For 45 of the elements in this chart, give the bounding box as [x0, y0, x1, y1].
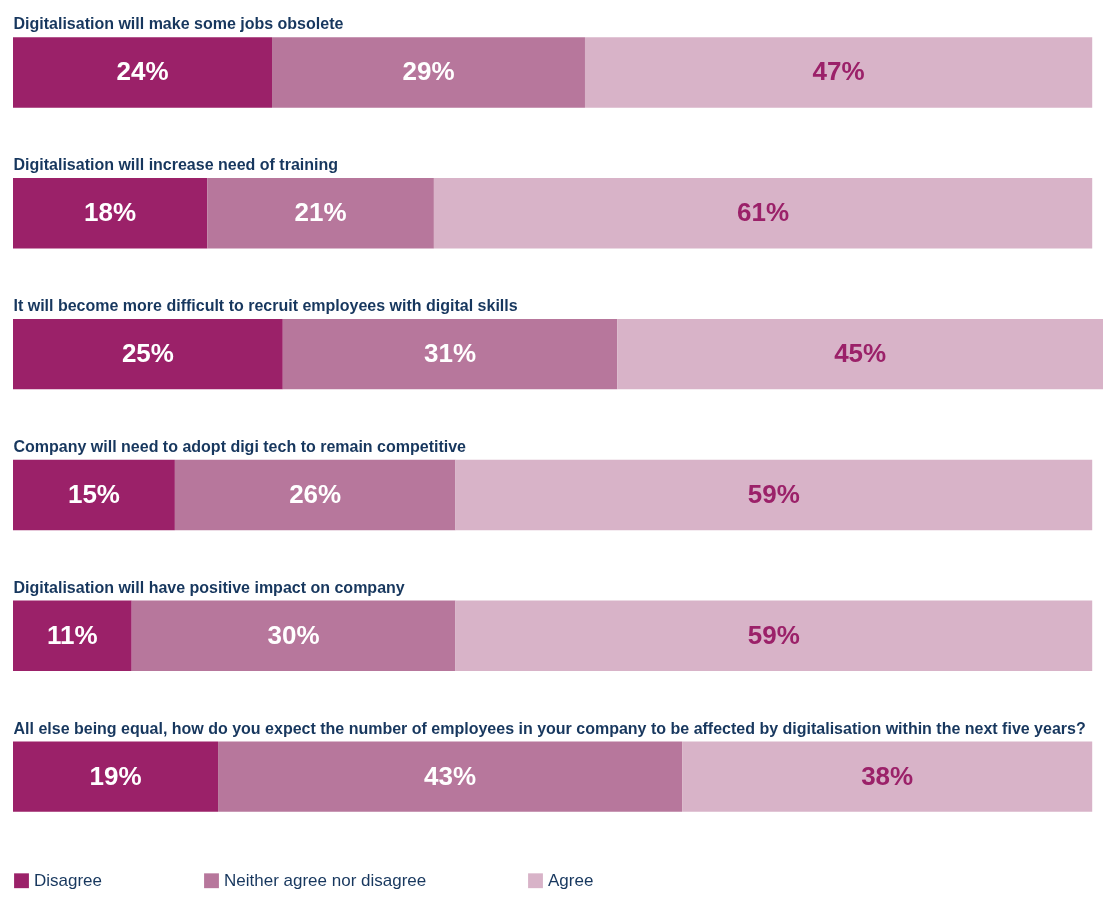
bar — [13, 178, 208, 249]
data-label: 15% — [67, 478, 120, 509]
data-label: 26% — [289, 478, 342, 509]
bar — [282, 318, 618, 390]
data-label: 59% — [747, 619, 800, 650]
data-label: 30% — [267, 619, 320, 650]
data-label: 25% — [121, 338, 174, 369]
legend-label: Disagree — [34, 870, 103, 890]
data-label: 43% — [424, 760, 477, 791]
bar — [433, 178, 1093, 249]
y-tick-label: It will become more difficult to recruit employees with digital skills — [13, 297, 518, 315]
data-label: 11% — [47, 619, 98, 650]
data-label: 18% — [84, 197, 137, 228]
bar — [13, 318, 283, 390]
bar — [218, 741, 683, 812]
legend-label: Agree — [548, 870, 594, 890]
bar — [131, 600, 456, 671]
y-tick-label: Digitalisation will increase need of training — [13, 156, 339, 174]
legend-label: Neither agree nor disagree — [224, 870, 427, 890]
bar — [682, 741, 1093, 812]
data-label: 24% — [116, 56, 169, 87]
data-label: 21% — [294, 197, 347, 228]
data-label: 29% — [402, 56, 455, 87]
bar — [13, 600, 132, 671]
bar — [13, 741, 219, 812]
data-label: 38% — [861, 760, 914, 791]
data-label: 61% — [737, 197, 790, 228]
bar — [455, 459, 1093, 531]
bar — [584, 37, 1093, 108]
data-label: 45% — [834, 338, 887, 369]
bar — [174, 459, 456, 531]
bar — [272, 37, 585, 108]
y-tick-label: Digitalisation will have positive impact on company — [13, 578, 405, 596]
bar — [617, 318, 1103, 390]
data-label: 31% — [424, 338, 477, 369]
y-tick-label: Company will need to adopt digi tech to remain competitive — [13, 437, 467, 455]
data-label: 59% — [747, 478, 800, 509]
bar — [13, 37, 273, 108]
y-tick-label: All else being equal, how do you expect the number of employees in your company to be affected by digitalisation within the next five years? — [13, 719, 1086, 737]
bar — [455, 600, 1093, 671]
data-label: 47% — [812, 56, 865, 87]
data-label: 19% — [89, 760, 142, 791]
bar — [13, 459, 175, 531]
bar — [207, 178, 434, 249]
y-tick-label: Digitalisation will make some jobs obsolete — [13, 15, 344, 33]
